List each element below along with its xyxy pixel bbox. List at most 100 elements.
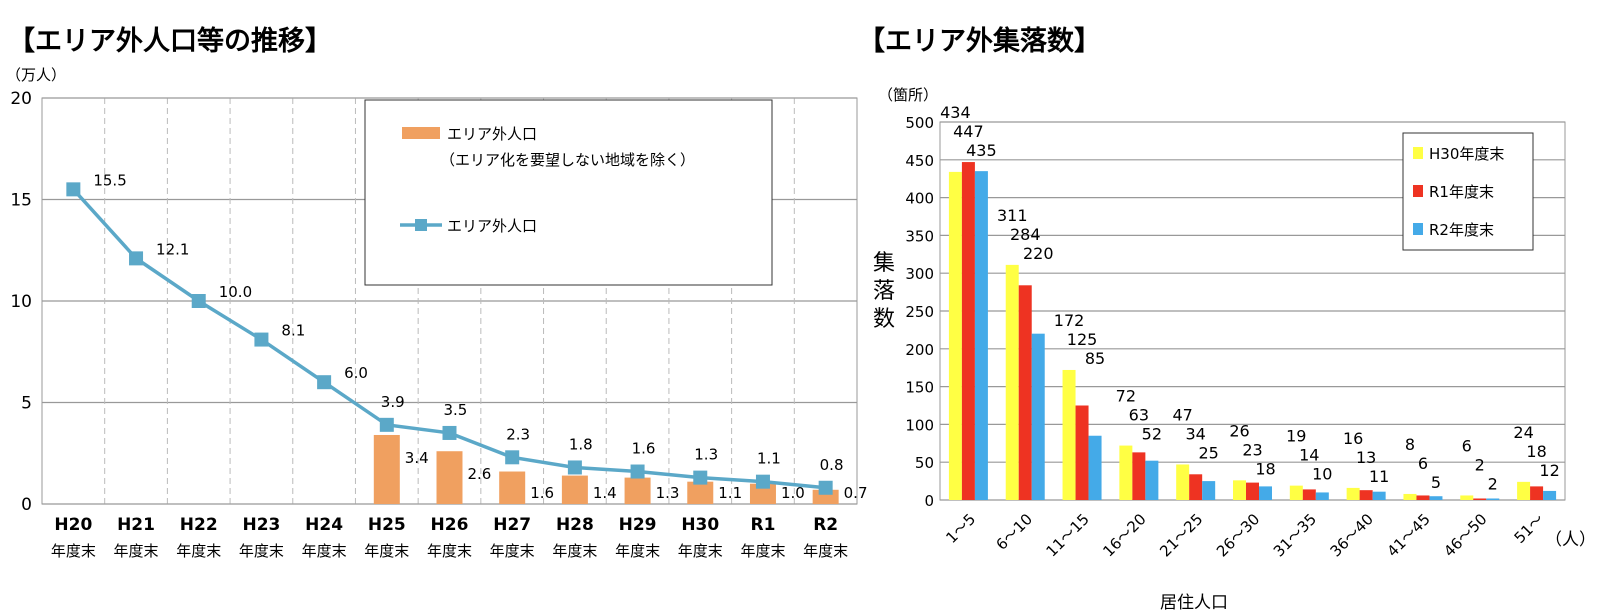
line-marker xyxy=(66,182,81,197)
line-marker xyxy=(818,480,833,495)
y-tick-label: 300 xyxy=(905,265,934,283)
bar-data-label: 1.0 xyxy=(781,484,805,502)
bar-data-label: 34 xyxy=(1186,424,1206,443)
line-data-label: 8.1 xyxy=(281,322,305,340)
line-data-label: 1.8 xyxy=(569,435,593,453)
line-data-label: 10.0 xyxy=(219,283,252,301)
bar-r1 xyxy=(1189,474,1203,500)
x-tick-label: H30 xyxy=(681,515,719,535)
bar-r1 xyxy=(1530,486,1544,500)
legend-label: R2年度末 xyxy=(1429,221,1494,239)
bar-population xyxy=(561,475,588,504)
bar-r1 xyxy=(1132,452,1146,500)
line-data-label: 15.5 xyxy=(93,171,126,189)
bar-h30 xyxy=(1176,464,1190,500)
bar-data-label: 8 xyxy=(1405,435,1415,454)
x-tick-label: 41～45 xyxy=(1383,510,1433,560)
line-marker xyxy=(442,425,457,440)
y-tick-label: 200 xyxy=(905,341,934,359)
y-tick-label: 350 xyxy=(905,227,934,245)
x-tick-label: 21～25 xyxy=(1156,510,1206,560)
bar-r2 xyxy=(1543,490,1557,500)
bar-data-label: 11 xyxy=(1369,467,1389,486)
bar-data-label: 2 xyxy=(1475,455,1485,474)
bar-data-label: 85 xyxy=(1085,349,1105,368)
x-tick-label: 31～35 xyxy=(1270,510,1320,560)
bar-data-label: 435 xyxy=(966,141,997,160)
bar-data-label: 447 xyxy=(953,122,984,141)
bar-h30 xyxy=(1119,445,1133,500)
bar-data-label: 19 xyxy=(1286,427,1306,446)
right-x-unit: （人） xyxy=(1545,530,1596,550)
x-tick-label: H26 xyxy=(431,515,469,535)
legend-label: R1年度末 xyxy=(1429,183,1494,201)
legend-label-bar-note: （エリア化を要望しない地域を除く） xyxy=(440,151,695,169)
y-tick-label: 0 xyxy=(924,492,934,510)
x-tick-suffix: 年度末 xyxy=(678,542,723,560)
bar-h30 xyxy=(1233,480,1246,500)
bar-r2 xyxy=(974,171,988,500)
y-tick-label: 0 xyxy=(21,495,32,515)
line-data-label: 2.3 xyxy=(506,425,530,443)
bar-data-label: 12 xyxy=(1539,461,1559,480)
bar-data-label: 284 xyxy=(1010,225,1041,244)
x-tick-label: H21 xyxy=(117,515,155,535)
x-tick-label: H22 xyxy=(180,515,218,535)
line-data-label: 1.1 xyxy=(757,450,781,468)
x-tick-label: H23 xyxy=(242,515,280,535)
x-tick-label: 1～5 xyxy=(942,510,979,547)
bar-data-label: 18 xyxy=(1255,459,1275,478)
legend xyxy=(1402,132,1534,251)
left-chart-title: 【エリア外人口等の推移】 xyxy=(8,25,332,57)
bar-data-label: 1.4 xyxy=(593,484,617,502)
bar-data-label: 311 xyxy=(997,206,1028,225)
bar-data-label: 6 xyxy=(1418,454,1428,473)
bar-data-label: 52 xyxy=(1142,425,1162,444)
bar-population xyxy=(749,483,776,504)
bar-data-label: 10 xyxy=(1312,465,1332,484)
bar-data-label: 6 xyxy=(1462,436,1472,455)
bar-population xyxy=(436,451,463,504)
bar-data-label: 13 xyxy=(1356,448,1376,467)
bar-data-label: 63 xyxy=(1129,406,1149,425)
bar-data-label: 26 xyxy=(1229,421,1249,440)
y-tick-label: 5 xyxy=(21,394,32,414)
x-tick-suffix: 年度末 xyxy=(51,542,96,560)
bar-population xyxy=(624,477,651,504)
bar-r1 xyxy=(1302,489,1316,500)
y-tick-label: 150 xyxy=(905,379,934,397)
legend-marker-line xyxy=(415,219,427,231)
x-tick-label: 6～10 xyxy=(992,510,1036,554)
line-data-label: 3.9 xyxy=(381,393,405,411)
line-marker xyxy=(254,332,269,347)
line-data-label: 12.1 xyxy=(156,240,189,258)
bar-data-label: 25 xyxy=(1199,443,1219,462)
bar-h30 xyxy=(1460,495,1474,500)
line-marker xyxy=(129,251,144,266)
legend-label-line: エリア外人口 xyxy=(447,217,537,235)
line-marker xyxy=(505,450,520,465)
x-tick-label: R2 xyxy=(813,515,838,535)
line-marker xyxy=(567,460,582,475)
bar-data-label: 434 xyxy=(940,103,971,122)
x-tick-suffix: 年度末 xyxy=(427,542,472,560)
line-data-label: 1.6 xyxy=(632,440,656,458)
bar-population xyxy=(687,481,714,504)
left-y-unit: （万人） xyxy=(6,66,66,84)
bar-r2 xyxy=(1429,496,1443,500)
bar-h30 xyxy=(1062,369,1076,500)
y-tick-label: 20 xyxy=(10,89,32,109)
bar-data-label: 1.1 xyxy=(718,484,742,502)
line-marker xyxy=(693,470,708,485)
bar-h30 xyxy=(1289,485,1303,500)
legend-swatch xyxy=(1413,185,1423,197)
bar-r2 xyxy=(1486,498,1500,500)
bar-r2 xyxy=(1259,486,1272,500)
line-data-label: 6.0 xyxy=(344,364,368,382)
x-tick-label: 11～15 xyxy=(1043,510,1093,560)
bar-data-label: 1.6 xyxy=(530,484,554,502)
y-tick-label: 50 xyxy=(915,454,934,472)
bar-r1 xyxy=(1473,498,1487,500)
right-x-label: 居住人口 xyxy=(1160,593,1228,613)
x-tick-suffix: 年度末 xyxy=(176,542,221,560)
